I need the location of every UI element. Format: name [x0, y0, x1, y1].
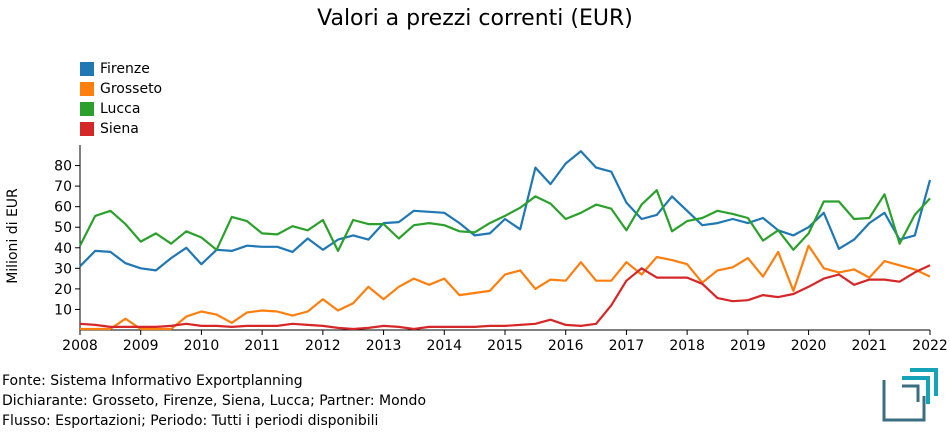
x-tick-label: 2016 — [548, 338, 584, 354]
legend-swatch-siena — [80, 122, 94, 136]
series-line-siena — [79, 264, 931, 331]
y-tick-label: 60 — [54, 200, 72, 216]
x-tick-label: 2019 — [730, 338, 766, 354]
logo-arrow-inner — [910, 368, 938, 396]
x-tick-label: 2015 — [487, 338, 523, 354]
legend-label-siena: Siena — [100, 121, 139, 137]
legend-label-lucca: Lucca — [100, 101, 141, 117]
logo-arrow-core — [902, 384, 920, 402]
series-line-lucca — [79, 189, 931, 252]
chart-title: Valori a prezzi correnti (EUR) — [317, 6, 633, 31]
x-tick-label: 2020 — [791, 338, 827, 354]
logo-frame — [882, 380, 926, 422]
x-tick-label: 2012 — [305, 338, 341, 354]
y-tick-label: 30 — [54, 261, 72, 277]
x-tick-label: 2021 — [851, 338, 887, 354]
legend-item-siena: Siena — [80, 119, 162, 139]
legend-label-firenze: Firenze — [100, 61, 150, 77]
x-tick-label: 2022 — [912, 338, 948, 354]
legend-swatch-firenze — [80, 62, 94, 76]
y-tick-label: 50 — [54, 220, 72, 236]
logo-arrow-outer — [902, 376, 930, 404]
legend-item-lucca: Lucca — [80, 99, 162, 119]
series-line-firenze — [79, 150, 932, 272]
x-tick-label: 2011 — [244, 338, 280, 354]
y-tick-label: 70 — [54, 179, 72, 195]
legend-swatch-grosseto — [80, 82, 94, 96]
x-tick-label: 2018 — [669, 338, 705, 354]
footer-declarant: Dichiarante: Grosseto, Firenze, Siena, L… — [2, 393, 427, 409]
y-tick-label: 20 — [54, 282, 72, 298]
y-tick-label: 40 — [54, 241, 72, 257]
x-tick-label: 2017 — [609, 338, 645, 354]
x-tick-label: 2014 — [426, 338, 462, 354]
legend-item-grosseto: Grosseto — [80, 79, 162, 99]
series-line-grosseto — [80, 244, 931, 331]
legend-swatch-lucca — [80, 102, 94, 116]
legend-item-firenze: Firenze — [80, 59, 162, 79]
exportplanning-logo-icon — [882, 368, 938, 422]
footer-source: Fonte: Sistema Informativo Exportplannin… — [2, 373, 303, 389]
y-tick-label: 80 — [54, 159, 72, 175]
footer-flow: Flusso: Esportazioni; Periodo: Tutti i p… — [2, 413, 379, 429]
footer: Fonte: Sistema Informativo Exportplannin… — [2, 371, 426, 431]
x-tick-label: 2009 — [123, 338, 159, 354]
x-tick-label: 2010 — [184, 338, 220, 354]
y-tick-label: 10 — [54, 302, 72, 318]
x-tick-label: 2008 — [62, 338, 98, 354]
x-tick-label: 2013 — [366, 338, 402, 354]
legend: Firenze Grosseto Lucca Siena — [80, 59, 162, 139]
legend-label-grosseto: Grosseto — [100, 81, 163, 97]
